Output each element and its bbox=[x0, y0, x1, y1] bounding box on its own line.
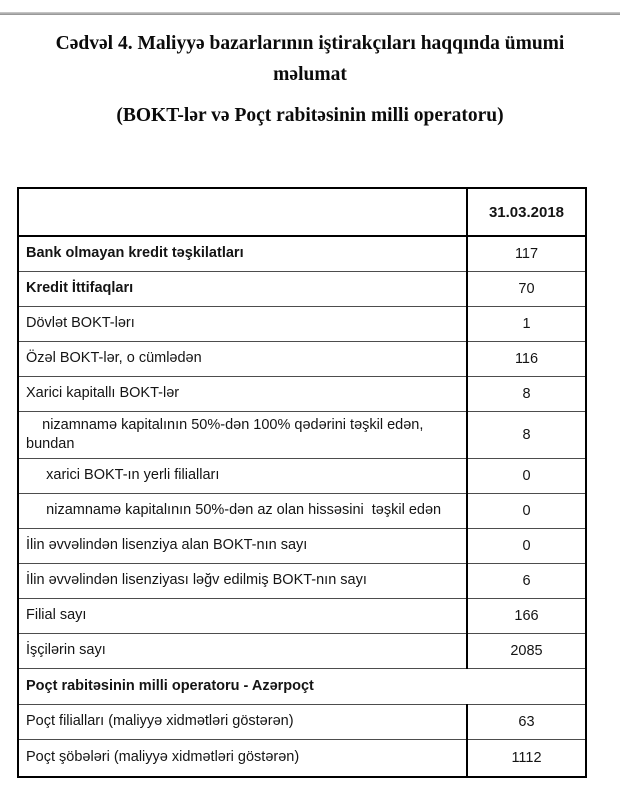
page-title: Cədvəl 4. Maliyyə bazarlarının iştirakçı… bbox=[55, 33, 565, 85]
section-row: Poçt rabitəsinin milli operatoru - Azərp… bbox=[17, 667, 587, 705]
row-value-cell: 6 bbox=[466, 562, 587, 599]
row-label-cell: İlin əvvəlindən lisenziyası ləğv edilmiş… bbox=[17, 562, 468, 599]
table-row: Poçt filialları (maliyyə xidmətləri göst… bbox=[17, 703, 587, 740]
row-value-cell: 70 bbox=[466, 270, 587, 307]
table-row: İşçilərin sayı 2085 bbox=[17, 632, 587, 669]
header-date-cell: 31.03.2018 bbox=[466, 187, 587, 237]
row-value-cell: 2085 bbox=[466, 632, 587, 669]
row-label-cell: İlin əvvəlindən lisenziya alan BOKT-nın … bbox=[17, 527, 468, 564]
table-row: Dövlət BOKT-lərı 1 bbox=[17, 305, 587, 342]
row-value-cell: 166 bbox=[466, 597, 587, 634]
row-value-cell: 1 bbox=[466, 305, 587, 342]
row-value-cell: 0 bbox=[466, 492, 587, 529]
row-label-cell: xarici BOKT-ın yerli filialları bbox=[17, 457, 468, 494]
row-label-cell: Filial sayı bbox=[17, 597, 468, 634]
table-row: Bank olmayan kredit təşkilatları 117 bbox=[17, 235, 587, 272]
header-row: 31.03.2018 bbox=[17, 187, 587, 237]
table-row: Filial sayı 166 bbox=[17, 597, 587, 634]
row-value-cell: 116 bbox=[466, 340, 587, 377]
page-subtitle: (BOKT-lər və Poçt rabitəsinin milli oper… bbox=[116, 105, 504, 126]
table-row: nizamnamə kapitalının 50%-dən az olan hi… bbox=[17, 492, 587, 529]
top-rule bbox=[0, 12, 620, 15]
row-label-cell: Dövlət BOKT-lərı bbox=[17, 305, 468, 342]
table-row: İlin əvvəlindən lisenziyası ləğv edilmiş… bbox=[17, 562, 587, 599]
section-label-cell: Poçt rabitəsinin milli operatoru - Azərp… bbox=[17, 667, 587, 705]
row-value-cell: 63 bbox=[466, 703, 587, 740]
row-value-cell: 1112 bbox=[466, 738, 587, 778]
row-label-cell: nizamnamə kapitalının 50%-dən 100% qədər… bbox=[17, 410, 468, 459]
row-label-cell: Özəl BOKT-lər, o cümlədən bbox=[17, 340, 468, 377]
row-label-cell: Poçt şöbələri (maliyyə xidmətləri göstər… bbox=[17, 738, 468, 778]
row-label-cell: nizamnamə kapitalının 50%-dən az olan hi… bbox=[17, 492, 468, 529]
row-value-cell: 8 bbox=[466, 410, 587, 459]
row-label-cell: Kredit İttifaqları bbox=[17, 270, 468, 307]
row-value-cell: 8 bbox=[466, 375, 587, 412]
row-value-cell: 117 bbox=[466, 235, 587, 272]
data-table: 31.03.2018 Bank olmayan kredit təşkilatl… bbox=[17, 187, 587, 778]
row-value-cell: 0 bbox=[466, 457, 587, 494]
row-label-cell: Poçt filialları (maliyyə xidmətləri göst… bbox=[17, 703, 468, 740]
table-row: Xarici kapitallı BOKT-lər 8 bbox=[17, 375, 587, 412]
table-row: Poçt şöbələri (maliyyə xidmətləri göstər… bbox=[17, 738, 587, 778]
row-label-cell: İşçilərin sayı bbox=[17, 632, 468, 669]
table-row: nizamnamə kapitalının 50%-dən 100% qədər… bbox=[17, 410, 587, 459]
table-row: xarici BOKT-ın yerli filialları 0 bbox=[17, 457, 587, 494]
row-value-cell: 0 bbox=[466, 527, 587, 564]
header-empty-cell bbox=[17, 187, 468, 237]
row-label-cell: Bank olmayan kredit təşkilatları bbox=[17, 235, 468, 272]
table-row: İlin əvvəlindən lisenziya alan BOKT-nın … bbox=[17, 527, 587, 564]
table-row: Özəl BOKT-lər, o cümlədən 116 bbox=[17, 340, 587, 377]
row-label-cell: Xarici kapitallı BOKT-lər bbox=[17, 375, 468, 412]
table-row: Kredit İttifaqları 70 bbox=[17, 270, 587, 307]
